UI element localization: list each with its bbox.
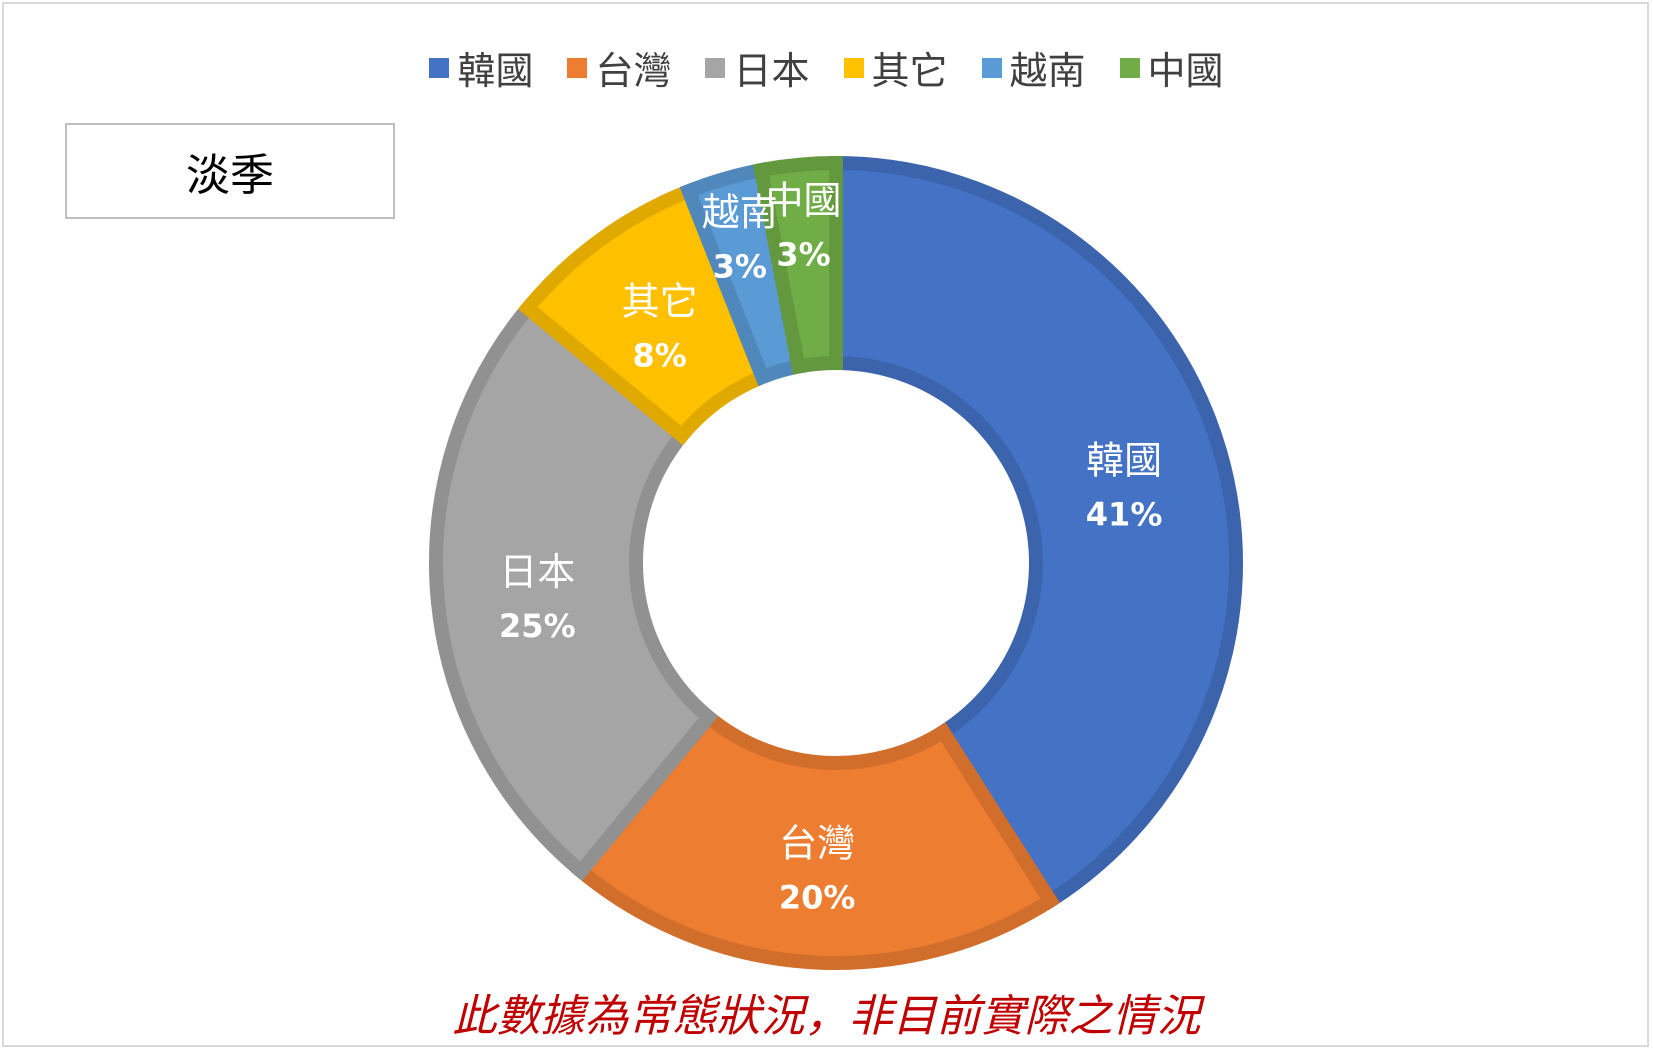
legend-swatch (981, 57, 1002, 78)
legend-item: 中國 (1119, 40, 1224, 95)
slice-label-name: 台灣 (779, 821, 855, 865)
legend-item: 台灣 (567, 40, 671, 95)
donut-slice (429, 298, 719, 882)
slice-label-name: 中國 (766, 179, 842, 223)
donut-slice (752, 155, 843, 375)
donut-slice (829, 155, 1243, 911)
footnote: 此數據為常態狀況，非目前實際之情況 (452, 991, 1201, 1042)
slice-label-percent: 20% (779, 878, 856, 916)
legend-swatch (843, 57, 864, 78)
donut-slice (571, 707, 1060, 970)
legend-item: 越南 (981, 40, 1086, 95)
season-label-box: 淡季 (65, 123, 395, 219)
legend-label: 越南 (1009, 49, 1086, 93)
chart-legend: 韓國 台灣 日本 其它 越南 中國 (0, 40, 1653, 95)
slice-label-name: 韓國 (1086, 438, 1162, 482)
legend-label: 中國 (1147, 49, 1224, 93)
legend-item: 其它 (843, 40, 948, 95)
slice-label-percent: 41% (1086, 495, 1163, 533)
legend-label: 日本 (733, 49, 810, 93)
slice-label-name: 越南 (702, 191, 778, 235)
season-label: 淡季 (186, 150, 274, 201)
legend-label: 台灣 (595, 49, 672, 93)
slice-label-percent: 3% (713, 248, 767, 286)
slice-label-percent: 8% (633, 336, 687, 374)
slice-label-percent: 25% (499, 607, 576, 645)
slice-label-name: 日本 (499, 550, 575, 594)
legend-swatch (567, 57, 588, 78)
legend-item: 韓國 (429, 40, 533, 95)
slice-label-percent: 3% (776, 236, 830, 274)
legend-swatch (429, 57, 450, 78)
legend-swatch (705, 57, 726, 78)
legend-label: 其它 (871, 49, 948, 93)
legend-label: 韓國 (457, 49, 534, 93)
legend-item: 日本 (705, 40, 810, 95)
legend-swatch (1119, 57, 1140, 78)
slice-label-name: 其它 (622, 279, 698, 323)
